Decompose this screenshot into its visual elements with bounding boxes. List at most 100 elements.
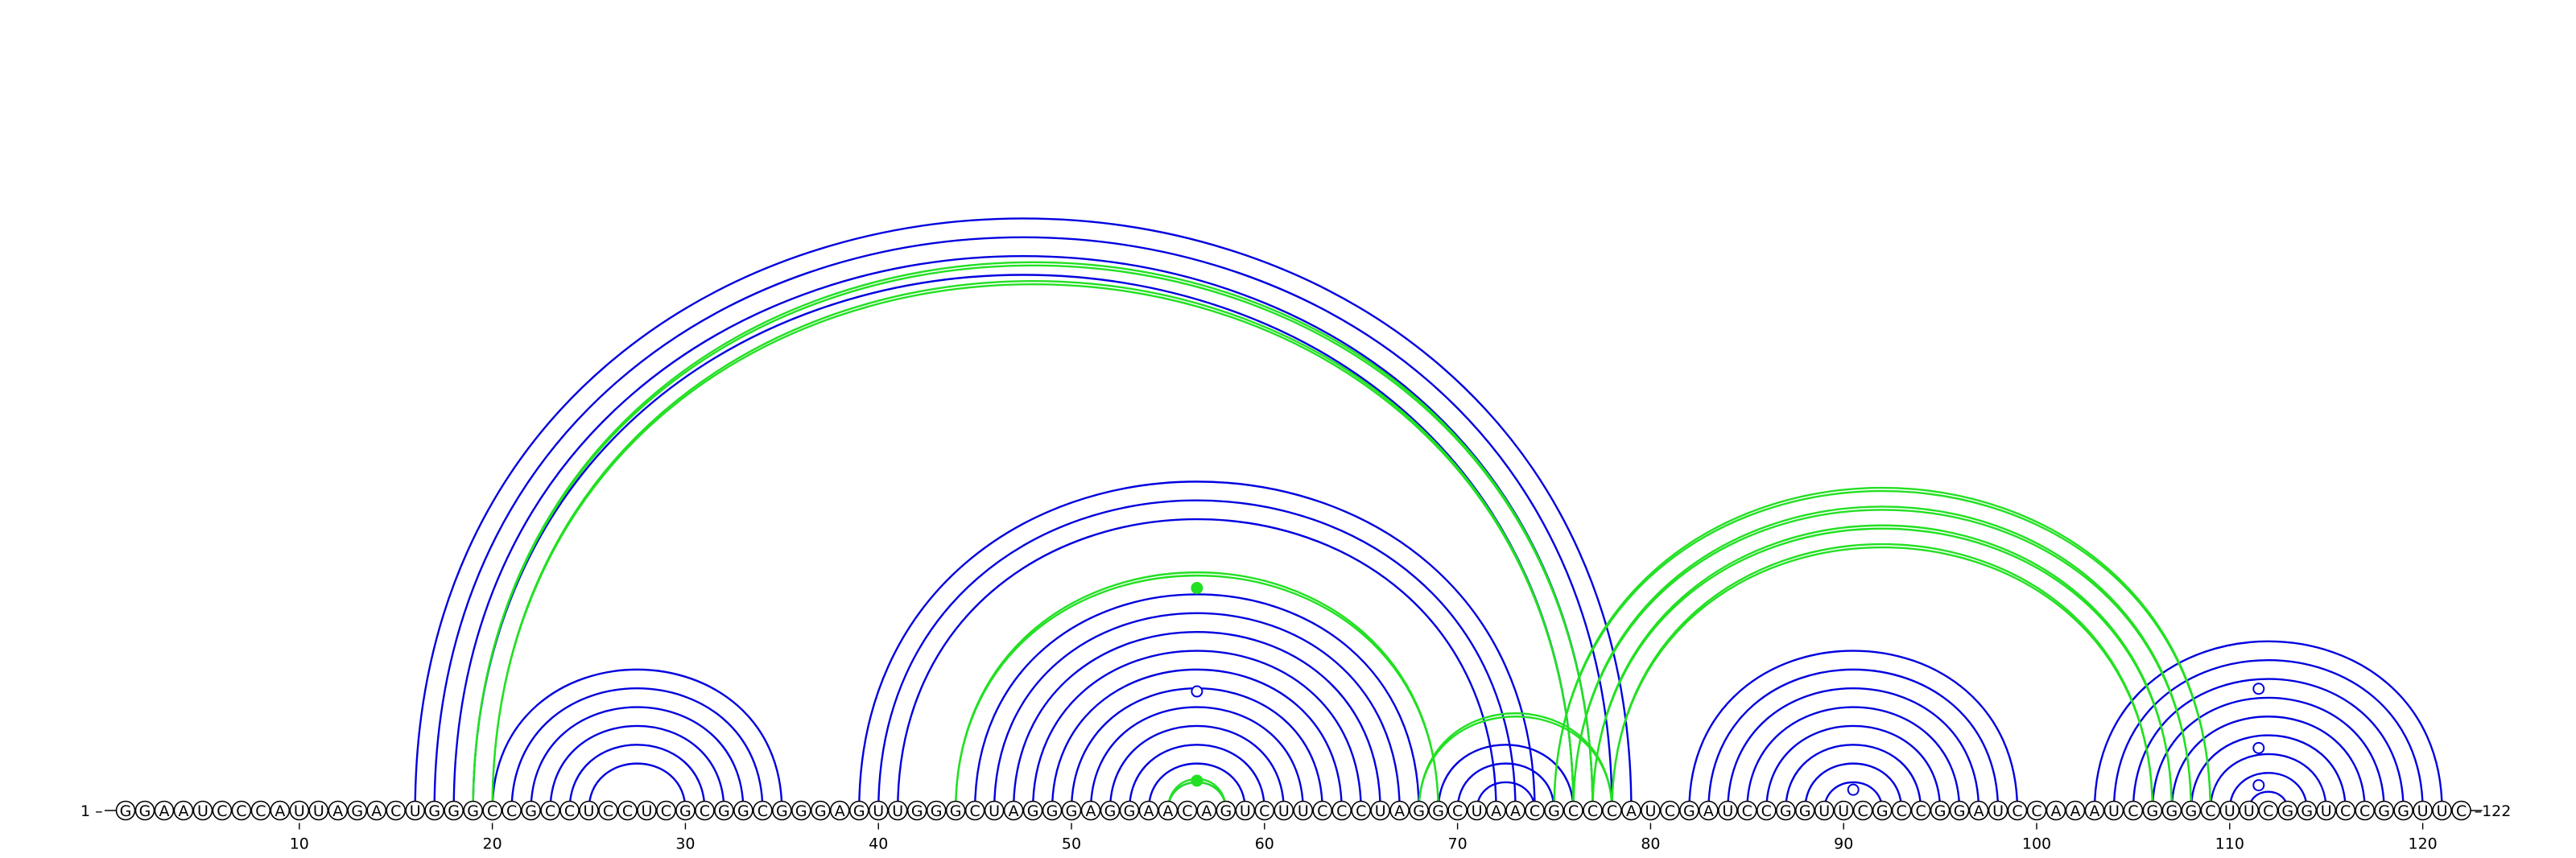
base-51-circle	[1080, 800, 1101, 821]
base-94-circle	[1910, 800, 1931, 821]
blue-arc-105-119	[2132, 678, 2405, 811]
base-92-circle	[1872, 800, 1893, 821]
base-61-circle	[1274, 800, 1294, 821]
base-42-circle	[906, 800, 927, 821]
base-66-circle	[1370, 800, 1390, 821]
base-91-circle	[1852, 800, 1873, 821]
blue-arc-16-79	[414, 217, 1633, 811]
base-59-circle	[1235, 800, 1256, 821]
base-74-letter: C	[1530, 802, 1540, 820]
base-106-letter: G	[2147, 802, 2159, 820]
blue-arc-107-117	[2170, 716, 2366, 811]
blue-arc-48-65	[1031, 650, 1362, 811]
base-62-letter: U	[1298, 802, 1309, 820]
base-100-circle	[2026, 800, 2047, 821]
base-35-letter: G	[776, 802, 788, 820]
base-13-letter: G	[351, 802, 363, 820]
base-85-circle	[1737, 800, 1757, 821]
base-3-circle	[154, 800, 175, 821]
blue-arc-group	[414, 217, 2443, 811]
base-27-circle	[617, 800, 638, 821]
base-67-circle	[1389, 800, 1410, 821]
base-28-letter: U	[641, 802, 652, 820]
base-93-letter: C	[1897, 802, 1907, 820]
base-103-letter: A	[2089, 802, 2099, 820]
base-119-letter: G	[2397, 802, 2409, 820]
base-90-circle	[1833, 800, 1854, 821]
base-100-letter: C	[2031, 802, 2041, 820]
tick-80-label: 80	[1641, 835, 1660, 853]
green-arc-20-76	[491, 283, 1575, 811]
blue-arc-69-76	[1437, 744, 1575, 811]
base-20-circle	[482, 800, 502, 821]
base-99-circle	[2007, 800, 2028, 821]
base-10-circle	[289, 800, 310, 821]
base-70-letter: C	[1452, 802, 1463, 820]
base-13-circle	[347, 800, 368, 821]
base-88-circle	[1794, 800, 1815, 821]
tick-120-label: 120	[2408, 835, 2437, 853]
pair-marker-7	[2252, 779, 2265, 792]
base-117-letter: C	[2359, 802, 2370, 820]
base-53-circle	[1119, 800, 1140, 821]
green-arc-44-69	[954, 574, 1439, 811]
blue-arc-86-95	[1765, 724, 1942, 811]
base-14-letter: A	[371, 802, 382, 820]
base-45-circle	[964, 800, 985, 821]
base-121-letter: U	[2437, 802, 2448, 820]
base-120-letter: U	[2417, 802, 2429, 820]
base-18-letter: G	[448, 802, 460, 820]
blue-arc-46-67	[993, 612, 1401, 811]
base-26-letter: C	[603, 802, 613, 820]
base-75-circle	[1544, 800, 1564, 821]
base-72-circle	[1486, 800, 1506, 821]
base-86-circle	[1757, 800, 1777, 821]
base-88-letter: G	[1799, 802, 1811, 820]
base-95-circle	[1930, 800, 1951, 821]
base-113-letter: G	[2281, 802, 2293, 820]
blue-arc-41-72	[897, 518, 1497, 811]
blue-arc-24-31	[568, 744, 706, 811]
base-11-circle	[308, 800, 329, 821]
base-33-circle	[733, 800, 753, 821]
green-arc-77-107	[1591, 524, 2174, 811]
blue-arc-109-115	[2209, 753, 2327, 811]
base-8-circle	[250, 800, 271, 821]
base-7-circle	[231, 800, 252, 821]
base-84-letter: U	[1722, 802, 1733, 820]
base-122-letter: C	[2456, 802, 2467, 820]
base-55-circle	[1158, 800, 1179, 821]
base-20-letter: C	[487, 802, 497, 820]
base-11-letter: U	[313, 802, 324, 820]
base-52-letter: G	[1104, 802, 1117, 820]
base-70-circle	[1447, 800, 1468, 821]
base-80-letter: U	[1645, 802, 1656, 820]
base-75-letter: G	[1548, 802, 1560, 820]
base-46-letter: U	[989, 802, 1000, 820]
base-83-letter: A	[1703, 802, 1714, 820]
tick-10-label: 10	[290, 835, 309, 853]
base-31-letter: C	[700, 802, 710, 820]
base-61-letter: U	[1278, 802, 1290, 820]
green-arc-44-69	[954, 571, 1439, 811]
position-axis: 10 20 30 40 50 60 70 80 90 100 110 120	[290, 823, 2438, 853]
base-43-circle	[926, 800, 947, 821]
base-110-circle	[2219, 800, 2240, 821]
base-82-letter: G	[1683, 802, 1695, 820]
base-25-letter: U	[584, 802, 595, 820]
green-arc-76-108	[1572, 505, 2193, 811]
base-89-letter: U	[1818, 802, 1830, 820]
base-32-letter: G	[718, 802, 730, 820]
base-30-circle	[675, 800, 696, 821]
base-36-circle	[791, 800, 811, 821]
base-74-circle	[1525, 800, 1545, 821]
base-16-circle	[405, 800, 426, 821]
base-48-circle	[1022, 800, 1043, 821]
green-arc-19-77	[472, 264, 1594, 811]
base-14-circle	[366, 800, 387, 821]
base-49-letter: G	[1046, 802, 1059, 820]
base-81-circle	[1660, 800, 1680, 821]
tick-70-label: 70	[1448, 835, 1468, 853]
green-arc-68-78	[1418, 712, 1613, 811]
